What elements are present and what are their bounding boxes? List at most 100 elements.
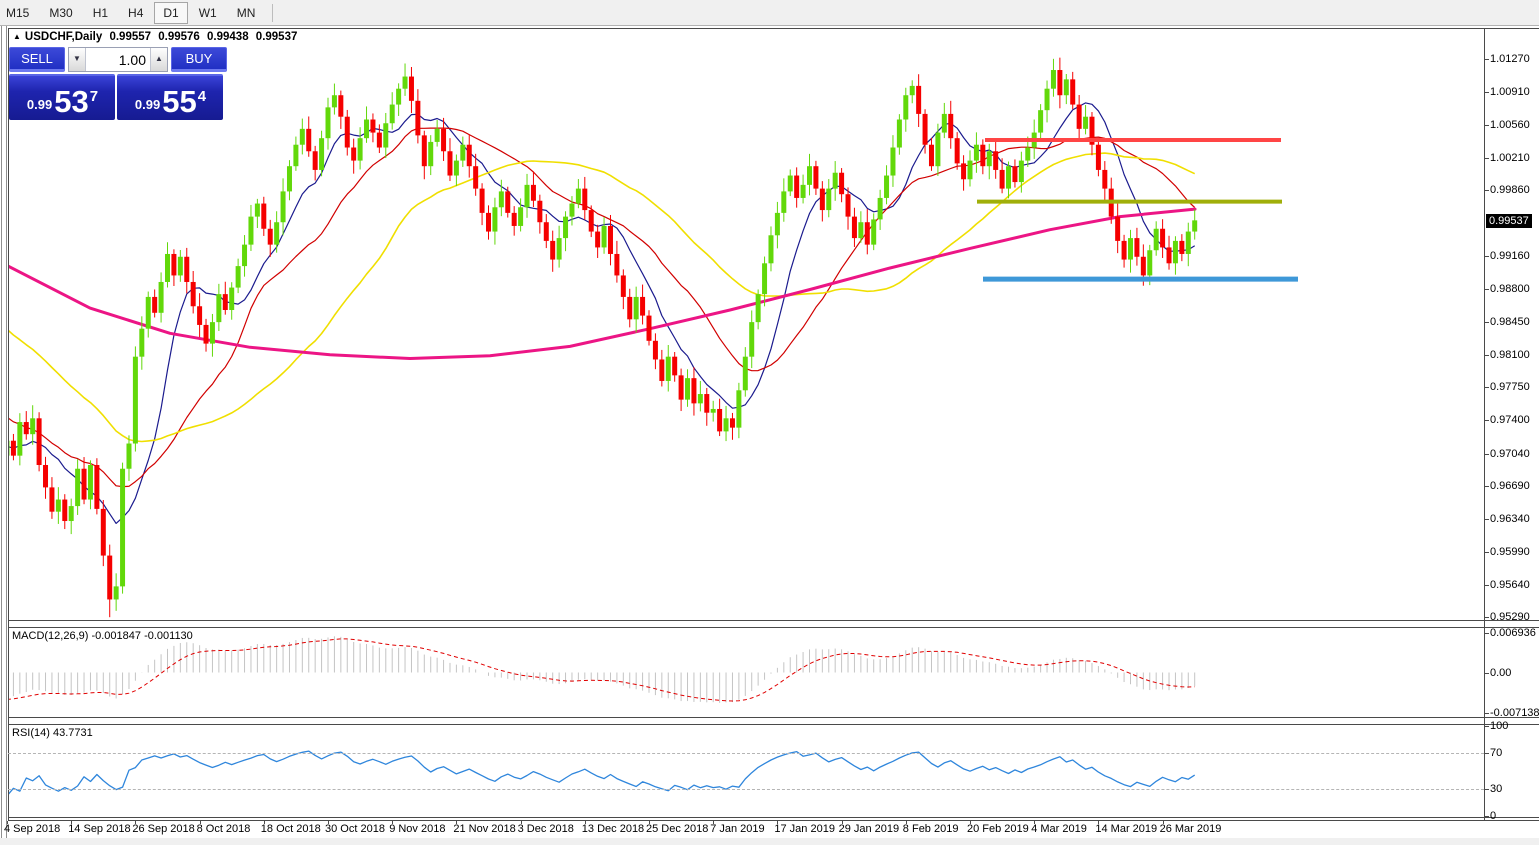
price-axis-label: 1.01270 xyxy=(1490,52,1530,65)
price-axis-tick xyxy=(1484,387,1489,389)
date-axis-label: 4 Sep 2018 xyxy=(4,823,61,835)
price-axis-tick xyxy=(1484,453,1489,455)
ohlc-close: 0.99537 xyxy=(255,31,298,43)
ohlc-open: 0.99557 xyxy=(109,31,152,43)
price-axis-tick xyxy=(1484,519,1489,521)
rsi-axis-tick xyxy=(1484,753,1489,754)
date-axis-tick xyxy=(456,821,458,824)
date-axis-label: 13 Dec 2018 xyxy=(581,823,645,835)
date-axis-label: 18 Oct 2018 xyxy=(260,823,321,835)
ma-fast-black xyxy=(9,102,1196,524)
price-axis-tick xyxy=(1484,486,1489,488)
date-axis-label: 9 Nov 2018 xyxy=(389,823,446,835)
ohlc-high: 0.99576 xyxy=(158,31,200,43)
macd-axis-tick xyxy=(1484,633,1489,635)
price-axis-line[interactable] xyxy=(1484,28,1485,821)
rsi-guide-line xyxy=(8,753,1484,754)
date-axis-label: 26 Mar 2019 xyxy=(1159,823,1222,835)
price-axis-label: 0.95640 xyxy=(1490,578,1530,591)
sell-price-pip: 7 xyxy=(89,88,99,105)
date-axis-label: 21 Nov 2018 xyxy=(453,823,516,835)
tf-button-m30[interactable]: M30 xyxy=(49,5,73,20)
ohlc-low: 0.99438 xyxy=(207,31,249,43)
rsi-axis-tick xyxy=(1484,816,1489,817)
panel-frame-line xyxy=(8,620,1539,621)
price-axis-label: 0.97750 xyxy=(1490,381,1530,394)
volume-decrement-button[interactable]: ▼ xyxy=(69,48,86,71)
ma-slow-yellow xyxy=(9,152,1196,443)
price-axis-tick xyxy=(1484,289,1489,291)
macd-axis-label: 0.00 xyxy=(1490,666,1512,679)
rsi-axis-label: 70 xyxy=(1490,747,1503,759)
tf-button-h1[interactable]: H1 xyxy=(92,5,109,20)
date-axis-tick xyxy=(584,821,586,824)
price-axis-tick xyxy=(1484,551,1489,553)
rsi-axis-label: 30 xyxy=(1490,783,1503,795)
date-axis-label: 3 Dec 2018 xyxy=(517,823,574,835)
ma-long-magenta xyxy=(9,207,1197,360)
plot-left-border xyxy=(8,28,9,820)
price-axis-tick xyxy=(1484,617,1489,619)
tf-button-mn[interactable]: MN xyxy=(236,5,256,20)
price-axis-tick xyxy=(1484,420,1489,422)
price-axis-label: 0.97400 xyxy=(1490,414,1530,427)
symbol-direction-icon: ▲ xyxy=(13,32,21,41)
price-axis-label: 0.97040 xyxy=(1490,447,1530,460)
panel-frame-line xyxy=(8,627,1539,628)
date-axis-label: 8 Oct 2018 xyxy=(196,823,251,835)
volume-stepper: ▼ ▲ xyxy=(68,47,168,72)
date-axis-tick xyxy=(841,821,843,824)
price-axis-label: 1.00210 xyxy=(1490,151,1530,164)
rsi-axis-label: 0 xyxy=(1490,810,1497,822)
sell-button[interactable]: SELL xyxy=(9,47,65,72)
price-axis-tick xyxy=(1484,157,1489,159)
tf-button-h4[interactable]: H4 xyxy=(128,5,144,20)
macd-axis-label: 0.006936 xyxy=(1490,627,1536,640)
date-axis-tick xyxy=(520,821,522,824)
date-axis-tick xyxy=(7,821,8,824)
status-strip xyxy=(0,838,1539,845)
one-click-trade-panel: SELL ▼ ▲ BUY 0.99 53 7 0.99 55 4 xyxy=(9,47,227,120)
rsi-axis-tick xyxy=(1484,789,1489,790)
rsi-guide-line xyxy=(8,789,1484,790)
date-axis-label: 29 Jan 2019 xyxy=(838,823,900,835)
volume-input[interactable] xyxy=(86,48,150,71)
date-axis-label: 14 Sep 2018 xyxy=(68,823,131,835)
macd-label: MACD(12,26,9) -0.001847 -0.001130 xyxy=(12,630,193,642)
panel-frame-line xyxy=(8,817,1539,818)
price-axis-label: 0.98450 xyxy=(1490,316,1530,329)
date-axis-label: 30 Oct 2018 xyxy=(325,823,385,835)
tf-button-d1[interactable]: D1 xyxy=(154,1,188,24)
price-axis-label: 0.99860 xyxy=(1490,184,1530,197)
sell-price-display[interactable]: 0.99 53 7 xyxy=(9,74,115,120)
date-axis-tick xyxy=(199,821,201,824)
rsi-line xyxy=(9,750,1196,795)
date-axis-tick xyxy=(1034,821,1036,824)
price-axis-label: 0.98800 xyxy=(1490,283,1530,296)
timeframe-toolbar: M15 M30 H1 H4 D1 W1 MN xyxy=(0,0,1539,26)
price-axis-tick xyxy=(1484,92,1489,94)
sell-price-big: 53 xyxy=(54,84,89,119)
macd-axis-tick xyxy=(1484,713,1489,715)
date-axis-tick xyxy=(263,821,265,824)
price-axis-label: 1.00910 xyxy=(1490,86,1530,99)
macd-axis-label: -0.007138 xyxy=(1490,707,1539,720)
date-axis-tick xyxy=(649,821,650,824)
macd-signal-line xyxy=(9,638,1195,702)
price-axis-label: 0.96690 xyxy=(1490,480,1530,493)
buy-button[interactable]: BUY xyxy=(171,47,227,72)
tf-button-m15[interactable]: M15 xyxy=(6,5,30,20)
price-axis-tick xyxy=(1484,125,1489,127)
panel-frame-line xyxy=(8,717,1539,718)
buy-price-display[interactable]: 0.99 55 4 xyxy=(117,74,223,120)
tf-button-w1[interactable]: W1 xyxy=(198,5,217,20)
price-axis-tick xyxy=(1484,190,1489,192)
panel-frame-line xyxy=(8,28,1539,29)
volume-increment-button[interactable]: ▲ xyxy=(150,48,167,71)
price-axis-tick xyxy=(1484,322,1489,324)
price-axis-label: 0.98100 xyxy=(1490,348,1530,361)
rsi-label: RSI(14) 43.7731 xyxy=(12,727,93,739)
price-axis-label: 0.95990 xyxy=(1490,545,1530,558)
symbol-label: USDCHF,Daily xyxy=(24,31,103,43)
